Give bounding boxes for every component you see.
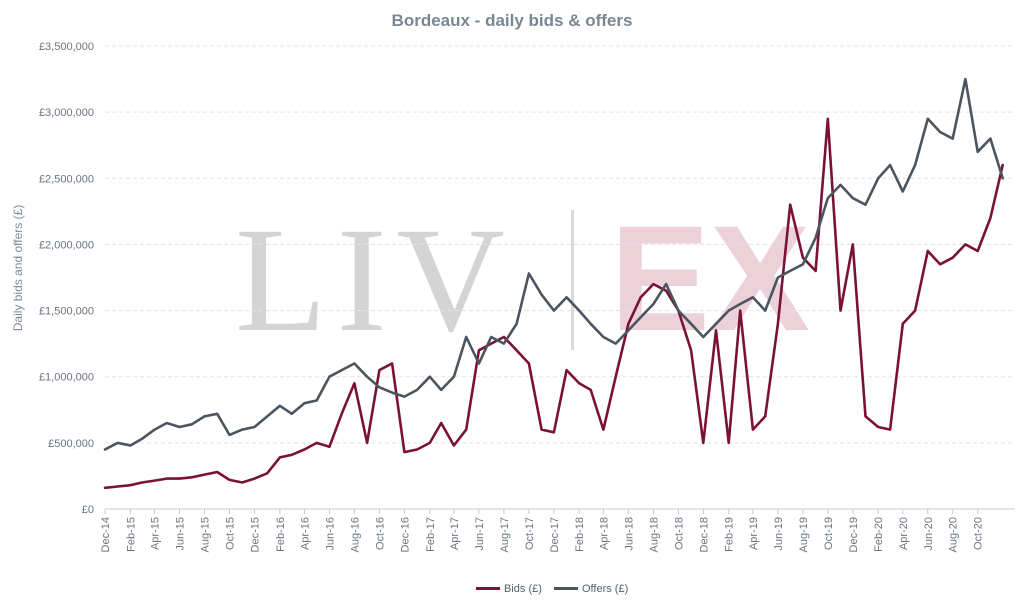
x-tick-label: Dec-19 [848, 517, 860, 552]
x-tick-label: Jun-18 [623, 517, 635, 551]
x-tick-label: Aug-17 [499, 517, 511, 552]
series-lines [103, 77, 1005, 490]
legend-label-offers: Offers (£) [582, 583, 628, 595]
x-tick-label: Jun-15 [175, 517, 187, 551]
legend: Bids (£) Offers (£) [476, 583, 628, 595]
chart-title: Bordeaux - daily bids & offers [392, 11, 633, 30]
legend-item-offers[interactable]: Offers (£) [554, 583, 628, 595]
x-tick-label: Feb-17 [425, 517, 437, 552]
y-tick-label: £1,500,000 [39, 306, 94, 318]
x-tick-label: Apr-16 [299, 517, 311, 550]
x-tick-label: Apr-19 [748, 517, 760, 550]
y-tick-label: £0 [82, 504, 94, 516]
legend-item-bids[interactable]: Bids (£) [476, 583, 542, 595]
x-tick-label: Oct-20 [973, 517, 985, 550]
x-tick-label: Jun-19 [773, 517, 785, 551]
series-line-offers [103, 77, 1005, 451]
x-tick-label: Oct-18 [673, 517, 685, 550]
watermark-divider [571, 210, 574, 350]
x-tick-label: Dec-16 [399, 517, 411, 552]
x-tick-label: Oct-17 [524, 517, 536, 550]
y-axis-label: Daily bids and offers (£) [11, 205, 25, 332]
watermark-liv: LIV [235, 197, 515, 363]
x-tick-label: Dec-15 [249, 517, 261, 552]
y-tick-label: £3,500,000 [39, 41, 94, 53]
x-tick-label: Apr-20 [898, 517, 910, 550]
x-tick-label: Feb-19 [724, 517, 736, 552]
x-tick-label: Dec-18 [698, 517, 710, 552]
x-tick-label: Apr-15 [150, 517, 162, 550]
y-tick-label: £1,000,000 [39, 372, 94, 384]
x-tick-label: Aug-15 [200, 517, 212, 552]
legend-label-bids: Bids (£) [504, 583, 542, 595]
watermark: LIV EX [235, 194, 810, 363]
x-tick-label: Jun-16 [324, 517, 336, 551]
gridlines [105, 45, 1015, 444]
watermark-ex: EX [610, 194, 810, 362]
legend-swatch-offers [554, 587, 578, 590]
y-axis-ticks: £0 £500,000 £1,000,000 £1,500,000 £2,000,000… [39, 41, 94, 516]
x-tick-label: Apr-17 [449, 517, 461, 550]
x-tick-label: Aug-18 [648, 517, 660, 552]
x-tick-label: Feb-20 [873, 517, 885, 552]
y-tick-label: £3,000,000 [39, 107, 94, 119]
y-tick-label: £2,000,000 [39, 239, 94, 251]
x-tick-label: Dec-17 [549, 517, 561, 552]
x-tick-label: Jun-20 [923, 517, 935, 551]
x-tick-label: Aug-19 [798, 517, 810, 552]
x-tick-label: Dec-14 [100, 517, 112, 552]
x-tick-label: Feb-18 [574, 517, 586, 552]
x-tick-label: Oct-16 [374, 517, 386, 550]
x-tick-label: Jun-17 [474, 517, 486, 551]
x-axis: Dec-14 Feb-15 Apr-15 Jun-15 Aug-15 Oct-15 Dec-… [100, 508, 1015, 552]
x-tick-label: Aug-20 [948, 517, 960, 552]
series-line-bids [103, 117, 1005, 490]
x-tick-label: Oct-19 [823, 517, 835, 550]
x-tick-label: Feb-16 [275, 517, 287, 552]
y-tick-label: £500,000 [48, 438, 94, 450]
x-tick-label: Oct-15 [225, 517, 237, 550]
x-tick-label: Feb-15 [125, 517, 137, 552]
x-tick-label: Apr-18 [598, 517, 610, 550]
legend-swatch-bids [476, 587, 500, 590]
x-tick-label: Aug-16 [349, 517, 361, 552]
y-tick-label: £2,500,000 [39, 173, 94, 185]
